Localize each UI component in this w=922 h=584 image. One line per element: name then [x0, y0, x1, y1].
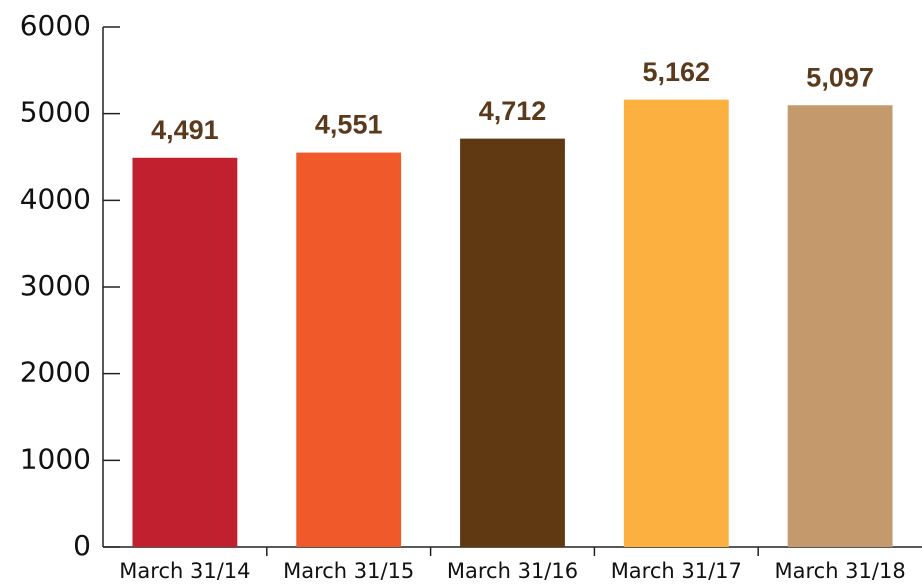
y-tick-label: 0 — [73, 529, 91, 562]
y-tick-label: 4000 — [20, 182, 91, 215]
x-tick-label: March 31/17 — [611, 559, 742, 583]
bar — [460, 138, 565, 548]
x-tick-label: March 31/18 — [774, 559, 905, 583]
value-label: 4,491 — [151, 115, 219, 145]
y-tick-label: 2000 — [20, 356, 91, 389]
y-tick-label: 1000 — [20, 442, 91, 475]
bar — [132, 157, 238, 547]
bar — [296, 152, 402, 547]
bar — [623, 99, 729, 548]
value-label: 5,097 — [806, 62, 874, 92]
y-tick-label: 6000 — [20, 9, 91, 42]
x-tick-label: March 31/15 — [283, 559, 414, 583]
bar — [787, 105, 893, 547]
value-label: 4,551 — [315, 110, 383, 140]
value-label: 5,162 — [643, 57, 711, 87]
y-tick-label: 3000 — [20, 269, 91, 302]
value-label: 4,712 — [479, 96, 547, 126]
x-tick-label: March 31/16 — [447, 559, 578, 583]
x-tick-label: March 31/14 — [119, 559, 250, 583]
y-tick-label: 5000 — [20, 96, 91, 129]
